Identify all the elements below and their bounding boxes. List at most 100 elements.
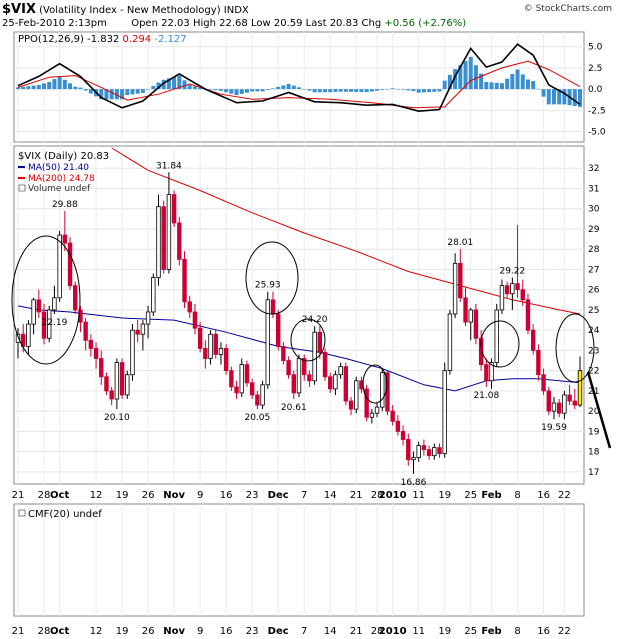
candle-body	[93, 347, 99, 359]
price-y-tick: 20	[588, 407, 600, 417]
candle-body	[354, 380, 359, 410]
price-y-tick: 18	[588, 448, 600, 458]
price-annotation: 29.22	[499, 267, 525, 277]
candle	[364, 384, 369, 422]
candle	[99, 350, 104, 385]
x-tick-label: 19	[438, 490, 451, 501]
ppo-histogram-bar	[109, 89, 114, 100]
candle	[343, 362, 349, 406]
open-label: Open	[131, 18, 158, 29]
candle	[447, 309, 453, 375]
ppo-histogram-bar	[135, 89, 140, 94]
candle-body	[333, 374, 338, 390]
ppo-histogram-bar	[208, 89, 213, 90]
ppo-y-tick: -2.5	[588, 106, 606, 116]
ppo-histogram-bar	[88, 89, 93, 94]
candle-body	[145, 311, 151, 325]
candle-body	[551, 402, 557, 412]
candle-body	[510, 283, 515, 295]
candle	[187, 295, 192, 319]
candle-body	[286, 360, 291, 376]
ppo-histogram-bar	[291, 85, 296, 90]
ppo-histogram-bar	[551, 89, 556, 105]
candle-body	[166, 194, 172, 270]
x-tick-label: 14	[324, 490, 337, 501]
ppo-histogram-bar	[510, 74, 515, 90]
ppo-histogram-bar	[463, 60, 468, 90]
price-legend-main: $VIX (Daily) 20.83	[18, 151, 109, 162]
candle	[374, 403, 380, 418]
candle	[88, 334, 94, 357]
ppo-histogram-bar	[78, 87, 83, 90]
ppo-histogram-bar	[47, 81, 52, 90]
ppo-histogram-bar	[375, 89, 380, 91]
candle	[229, 366, 234, 391]
x-tick-label: Nov	[163, 626, 185, 637]
candle	[333, 370, 338, 395]
ppo-histogram-bar	[218, 89, 223, 91]
candle-body	[411, 457, 416, 461]
price-y-tick: 17	[588, 468, 599, 478]
x-tick-label: 9	[197, 490, 203, 501]
candle-body	[343, 366, 349, 402]
ppo-y-tick: -5.0	[588, 128, 606, 138]
candle	[463, 287, 468, 327]
ppo-histogram-bar	[531, 81, 536, 90]
ppo-histogram-bar	[26, 86, 31, 90]
x-tick-label: 8	[514, 490, 520, 501]
candle-body	[57, 234, 62, 299]
ppo-histogram-bar	[349, 89, 354, 92]
candle	[244, 360, 250, 387]
price-y-tick: 24	[588, 326, 600, 336]
candle-body	[73, 285, 78, 311]
circle-annotation	[290, 318, 326, 362]
candle	[437, 443, 442, 458]
ppo-signal-line	[17, 60, 581, 109]
price-y-tick: 25	[588, 306, 599, 316]
cmf-legend: CMF(20) undef	[28, 509, 102, 520]
candle	[130, 324, 135, 381]
ppo-histogram-bar	[244, 89, 249, 93]
ppo-histogram-bar	[286, 84, 291, 90]
ppo-histogram-bar	[297, 87, 301, 90]
candle-body	[307, 374, 312, 382]
ppo-histogram-bar	[161, 79, 166, 90]
ppo-line	[17, 43, 581, 113]
x-tick-label: 16	[537, 626, 550, 637]
ma50-line	[17, 305, 581, 392]
candle	[275, 309, 281, 351]
ppo-histogram-bar	[21, 86, 26, 90]
candle	[36, 289, 42, 319]
price-annotation: 31.84	[156, 161, 182, 171]
x-tick-label: Feb	[481, 626, 501, 637]
candle	[426, 445, 432, 460]
candle-body	[161, 206, 166, 270]
ppo-histogram-bar	[578, 89, 582, 107]
candle	[15, 328, 21, 359]
candle	[114, 358, 120, 410]
candle-body	[541, 374, 546, 392]
candle	[57, 230, 62, 302]
candle-body	[52, 297, 57, 311]
candle-body	[499, 285, 505, 311]
ppo-histogram-bar	[333, 89, 338, 92]
candle-body	[229, 370, 234, 388]
x-tick-label: 11	[412, 626, 425, 637]
x-tick-label: Oct	[50, 626, 69, 637]
ppo-histogram-bar	[73, 86, 78, 90]
candle	[468, 307, 473, 341]
candle	[83, 318, 88, 351]
candle-body	[556, 402, 562, 414]
ppo-histogram-bar	[411, 89, 416, 92]
candle-body	[312, 331, 317, 382]
x-tick-label: 28	[38, 626, 51, 637]
x-tick-label: 2010	[379, 490, 407, 501]
ppo-histogram-bar	[130, 89, 135, 95]
price-frame	[13, 145, 585, 485]
ppo-histogram-bar	[83, 89, 88, 91]
candle-body	[484, 364, 489, 382]
ppo-value-3: -2.127	[154, 34, 186, 45]
candle-body	[546, 390, 551, 412]
